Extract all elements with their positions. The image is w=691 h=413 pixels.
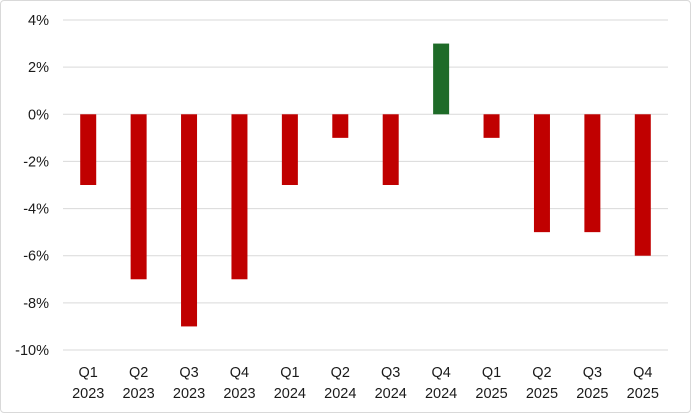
bar xyxy=(382,114,399,185)
x-tick-label-year: 2023 xyxy=(122,386,154,402)
x-tick-label-quarter: Q1 xyxy=(79,365,98,381)
bar xyxy=(483,114,500,138)
x-tick-label-year: 2025 xyxy=(576,386,608,402)
x-axis-tick-labels: Q1 2023 Q2 2023 Q3 2023 Q4 2023 Q1 2024 Q2 2024 Q3 20… xyxy=(72,365,659,402)
bar xyxy=(634,114,651,256)
x-tick-label-quarter: Q2 xyxy=(331,365,350,381)
x-tick-label-year: 2024 xyxy=(425,386,457,402)
y-tick-label: 0% xyxy=(28,107,49,123)
x-tick-label-year: 2025 xyxy=(627,386,659,402)
x-tick-label-quarter: Q1 xyxy=(280,365,299,381)
gridlines xyxy=(63,19,668,351)
x-tick-label-year: 2024 xyxy=(274,386,306,402)
x-tick-label-year: 2023 xyxy=(223,386,255,402)
x-tick-label-quarter: Q4 xyxy=(633,365,652,381)
x-tick-label-year: 2024 xyxy=(324,386,356,402)
y-tick-label: -2% xyxy=(23,154,49,170)
y-tick-label: -10% xyxy=(15,343,49,359)
y-axis-tick-labels: 4% 2% 0% -2% -4% -6% -8% -10% xyxy=(15,13,49,359)
y-tick-label: -4% xyxy=(23,202,49,218)
bar xyxy=(231,114,248,280)
x-tick-label-quarter: Q1 xyxy=(482,365,501,381)
bar xyxy=(332,114,349,138)
x-tick-label-quarter: Q2 xyxy=(129,365,148,381)
bars xyxy=(80,43,651,327)
x-tick-label-year: 2024 xyxy=(375,386,407,402)
bar xyxy=(281,114,298,185)
bar xyxy=(181,114,198,327)
y-tick-label: -6% xyxy=(23,249,49,265)
y-tick-label: 2% xyxy=(28,60,49,76)
x-tick-label-quarter: Q3 xyxy=(179,365,198,381)
x-tick-label-quarter: Q3 xyxy=(381,365,400,381)
bar xyxy=(80,114,97,185)
x-tick-label-year: 2025 xyxy=(526,386,558,402)
x-tick-label-quarter: Q2 xyxy=(532,365,551,381)
y-tick-label: 4% xyxy=(28,13,49,29)
bar xyxy=(433,43,450,115)
x-tick-label-quarter: Q4 xyxy=(230,365,249,381)
x-tick-label-year: 2023 xyxy=(173,386,205,402)
x-tick-label-year: 2025 xyxy=(475,386,507,402)
x-tick-label-quarter: Q3 xyxy=(583,365,602,381)
x-tick-label-quarter: Q4 xyxy=(431,365,450,381)
bar xyxy=(130,114,147,280)
bar xyxy=(584,114,601,233)
x-tick-label-year: 2023 xyxy=(72,386,104,402)
y-tick-label: -8% xyxy=(23,296,49,312)
bar xyxy=(533,114,550,233)
